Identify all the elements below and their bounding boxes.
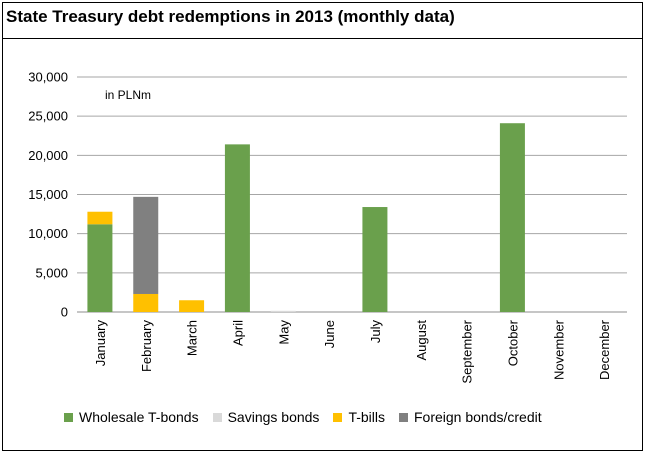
x-tick-label: June xyxy=(322,320,337,348)
legend-label: Wholesale T-bonds xyxy=(79,409,199,425)
legend-item: Savings bonds xyxy=(212,409,320,425)
legend-label: Foreign bonds/credit xyxy=(414,409,542,425)
legend-item: Foreign bonds/credit xyxy=(399,409,542,425)
x-tick-label: October xyxy=(505,319,520,366)
bar-segment xyxy=(224,144,250,312)
bar-segment xyxy=(133,293,159,312)
x-tick-label: January xyxy=(93,320,108,367)
y-tick-label: 20,000 xyxy=(28,148,68,163)
legend-item: Wholesale T-bonds xyxy=(64,409,199,425)
bar-segment xyxy=(179,300,205,312)
bars xyxy=(87,123,525,312)
unit-label: in PLNm xyxy=(105,88,151,102)
bar-segment xyxy=(133,196,159,294)
legend-item: T-bills xyxy=(333,409,385,425)
y-tick-label: 25,000 xyxy=(28,109,68,124)
bar-segment xyxy=(87,224,113,312)
y-axis-tick-labels: 0 5,000 10,000 15,000 20,000 25,000 30,000 xyxy=(28,70,68,320)
legend-label: T-bills xyxy=(348,409,385,425)
x-axis-tick-labels: January February March April May June July Augu… xyxy=(93,319,612,383)
chart-title: State Treasury debt redemptions in 2013 … xyxy=(6,7,455,26)
legend-swatch xyxy=(212,412,222,422)
bar-segment xyxy=(87,211,113,225)
gridlines xyxy=(77,76,627,313)
chart-legend: Wholesale T-bonds Savings bonds T-bills For… xyxy=(64,409,556,425)
legend-swatch xyxy=(333,412,343,422)
x-tick-label: August xyxy=(414,320,429,361)
bar-segment xyxy=(270,310,296,312)
legend-swatch xyxy=(64,412,73,422)
y-tick-label: 15,000 xyxy=(28,187,68,202)
x-tick-label: March xyxy=(185,320,200,356)
x-tick-label: February xyxy=(139,320,154,373)
y-tick-label: 30,000 xyxy=(28,70,68,85)
x-tick-label: November xyxy=(551,319,566,380)
x-tick-label: September xyxy=(460,319,475,383)
title-divider xyxy=(3,38,642,39)
legend-label: Savings bonds xyxy=(227,409,320,425)
y-tick-label: 10,000 xyxy=(28,226,68,241)
y-tick-label: 5,000 xyxy=(35,265,68,280)
x-tick-label: May xyxy=(276,320,291,345)
y-tick-label: 0 xyxy=(61,305,68,320)
x-tick-label: April xyxy=(230,320,245,346)
bar-segment xyxy=(499,123,525,312)
bar-segment xyxy=(362,207,388,312)
x-tick-label: December xyxy=(597,319,612,380)
legend-swatch xyxy=(399,412,408,422)
x-tick-label: July xyxy=(368,320,383,344)
